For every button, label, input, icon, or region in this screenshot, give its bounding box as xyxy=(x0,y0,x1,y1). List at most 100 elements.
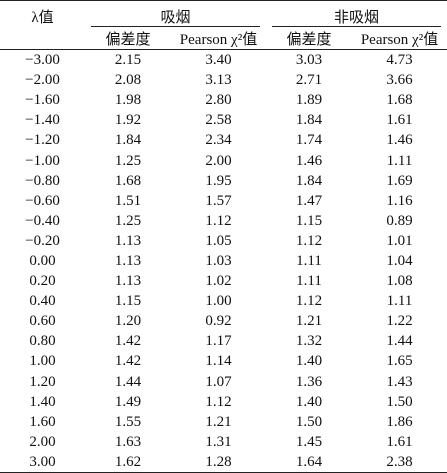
smoking-deviance-cell: 1.84 xyxy=(114,132,142,149)
lambda-cell: 0.60 xyxy=(29,313,56,330)
smoking-pearson-cell: 1.02 xyxy=(205,273,232,290)
table-row: −2.00 2.08 3.13 2.71 3.66 xyxy=(0,70,447,90)
lambda-cell: −0.40 xyxy=(25,212,60,229)
nonsmoking-deviance-cell: 2.71 xyxy=(295,72,323,89)
table-body: −3.00 2.15 3.40 3.03 4.73 −2.00 2.08 3.13 2.71 3.… xyxy=(0,50,447,473)
nonsmoking-pearson-cell: 1.04 xyxy=(386,252,413,269)
smoking-deviance-cell: 1.51 xyxy=(114,192,142,209)
smoking-group-label: 吸烟 xyxy=(160,9,191,26)
lambda-cell: 0.00 xyxy=(29,252,56,269)
smoking-deviance-cell: 1.25 xyxy=(114,152,142,169)
smoking-deviance-cell: 1.13 xyxy=(114,252,142,269)
nonsmoking-pearson-cell: 1.61 xyxy=(386,433,413,450)
nonsmoking-pearson-cell: 1.01 xyxy=(386,232,413,249)
table-row: 2.00 1.63 1.31 1.45 1.61 xyxy=(0,432,447,452)
lambda-header: λ值 xyxy=(0,0,85,27)
table-row: 0.40 1.15 1.00 1.12 1.11 xyxy=(0,291,447,311)
lambda-cell: −1.60 xyxy=(25,92,60,109)
lambda-cell: −3.00 xyxy=(25,52,60,69)
header-group-row: λ值 吸烟 非吸烟 xyxy=(0,0,447,27)
nonsmoking-pearson-cell: 1.69 xyxy=(386,172,413,189)
table-row: 0.20 1.13 1.02 1.11 1.08 xyxy=(0,271,447,291)
smoking-deviance-cell: 1.15 xyxy=(114,293,142,310)
smoking-pearson-cell: 1.03 xyxy=(205,252,232,269)
nonsmoking-pearson-cell: 1.44 xyxy=(386,333,413,350)
nonsmoking-pearson-cell: 1.50 xyxy=(386,393,413,410)
smoking-pearson-header: Pearson χ²值 xyxy=(171,27,267,50)
smoking-deviance-cell: 1.42 xyxy=(114,333,142,350)
lambda-cell: 1.40 xyxy=(29,393,56,410)
nonsmoking-pearson-cell: 1.22 xyxy=(386,313,413,330)
nonsmoking-deviance-cell: 1.40 xyxy=(295,353,323,370)
nonsmoking-deviance-cell: 1.36 xyxy=(295,373,323,390)
lambda-cell: 1.60 xyxy=(29,413,56,430)
table-row: 0.00 1.13 1.03 1.11 1.04 xyxy=(0,251,447,271)
smoking-deviance-cell: 1.25 xyxy=(114,212,142,229)
smoking-deviance-header: 偏差度 xyxy=(85,27,171,50)
table-row: 3.00 1.62 1.28 1.64 2.38 xyxy=(0,451,447,473)
smoking-pearson-cell: 1.05 xyxy=(205,232,232,249)
smoking-pearson-cell: 2.00 xyxy=(205,152,232,169)
nonsmoking-pearson-cell: 1.61 xyxy=(386,112,413,129)
nonsmoking-pearson-cell: 1.86 xyxy=(386,413,413,430)
table-row: 1.60 1.55 1.21 1.50 1.86 xyxy=(0,412,447,432)
table-row: −0.60 1.51 1.57 1.47 1.16 xyxy=(0,191,447,211)
table-row: −0.20 1.13 1.05 1.12 1.01 xyxy=(0,231,447,251)
nonsmoking-pearson-cell: 1.08 xyxy=(386,273,413,290)
nonsmoking-pearson-cell: 1.46 xyxy=(386,132,413,149)
smoking-deviance-cell: 1.68 xyxy=(114,172,142,189)
nonsmoking-deviance-cell: 1.84 xyxy=(295,112,323,129)
table-row: −0.40 1.25 1.12 1.15 0.89 xyxy=(0,211,447,231)
nonsmoking-deviance-cell: 1.89 xyxy=(295,92,323,109)
lambda-cell: 2.00 xyxy=(29,433,56,450)
smoking-deviance-cell: 2.08 xyxy=(114,72,142,89)
lambda-cell: 1.20 xyxy=(29,373,56,390)
nonsmoking-deviance-cell: 1.12 xyxy=(295,293,323,310)
nonsmoking-group-rule xyxy=(272,26,442,27)
smoking-pearson-cell: 3.40 xyxy=(205,52,232,69)
smoking-deviance-cell: 1.42 xyxy=(114,353,142,370)
nonsmoking-pearson-cell: 3.66 xyxy=(386,72,413,89)
nonsmoking-pearson-cell: 1.11 xyxy=(386,152,413,169)
table-row: 1.20 1.44 1.07 1.36 1.43 xyxy=(0,372,447,392)
table-row: −0.80 1.68 1.95 1.84 1.69 xyxy=(0,171,447,191)
table-row: 1.00 1.42 1.14 1.40 1.65 xyxy=(0,351,447,371)
nonsmoking-deviance-cell: 1.11 xyxy=(296,252,322,269)
smoking-pearson-cell: 1.14 xyxy=(205,353,232,370)
nonsmoking-deviance-cell: 1.64 xyxy=(266,451,353,473)
lambda-cell: −0.60 xyxy=(25,192,60,209)
nonsmoking-pearson-cell: 1.43 xyxy=(386,373,413,390)
nonsmoking-deviance-cell: 1.32 xyxy=(295,333,323,350)
lambda-cell: 3.00 xyxy=(0,451,85,473)
nonsmoking-pearson-header: Pearson χ²值 xyxy=(352,27,447,50)
nonsmoking-deviance-cell: 1.21 xyxy=(295,313,323,330)
nonsmoking-deviance-cell: 1.47 xyxy=(295,192,323,209)
smoking-pearson-cell: 1.57 xyxy=(205,192,232,209)
smoking-deviance-cell: 1.98 xyxy=(114,92,142,109)
smoking-pearson-cell: 1.17 xyxy=(205,333,232,350)
smoking-pearson-cell: 1.28 xyxy=(171,451,267,473)
smoking-pearson-cell: 1.95 xyxy=(205,172,232,189)
table-row: −1.40 1.92 2.58 1.84 1.61 xyxy=(0,110,447,130)
nonsmoking-pearson-cell: 4.73 xyxy=(386,52,413,69)
smoking-pearson-cell: 1.00 xyxy=(205,293,232,310)
smoking-deviance-cell: 1.55 xyxy=(114,413,142,430)
nonsmoking-deviance-cell: 1.12 xyxy=(295,232,323,249)
smoking-deviance-cell: 1.13 xyxy=(114,273,142,290)
nonsmoking-deviance-header: 偏差度 xyxy=(266,27,353,50)
smoking-deviance-cell: 1.92 xyxy=(114,112,142,129)
nonsmoking-deviance-cell: 1.15 xyxy=(295,212,323,229)
smoking-pearson-cell: 2.34 xyxy=(205,132,232,149)
smoking-pearson-cell: 1.07 xyxy=(205,373,232,390)
lambda-cell: −1.20 xyxy=(25,132,60,149)
smoking-group-rule xyxy=(91,26,261,27)
nonsmoking-group-header: 非吸烟 xyxy=(266,0,447,27)
table-row: 1.40 1.49 1.12 1.40 1.50 xyxy=(0,392,447,412)
nonsmoking-deviance-cell: 1.74 xyxy=(295,132,323,149)
header-sub-row: 偏差度 Pearson χ²值 偏差度 Pearson χ²值 xyxy=(0,27,447,50)
nonsmoking-group-label: 非吸烟 xyxy=(334,9,380,26)
smoking-pearson-cell: 0.92 xyxy=(205,313,232,330)
lambda-cell: −1.00 xyxy=(25,152,60,169)
table-row: −3.00 2.15 3.40 3.03 4.73 xyxy=(0,50,447,71)
lambda-cell: −1.40 xyxy=(25,112,60,129)
